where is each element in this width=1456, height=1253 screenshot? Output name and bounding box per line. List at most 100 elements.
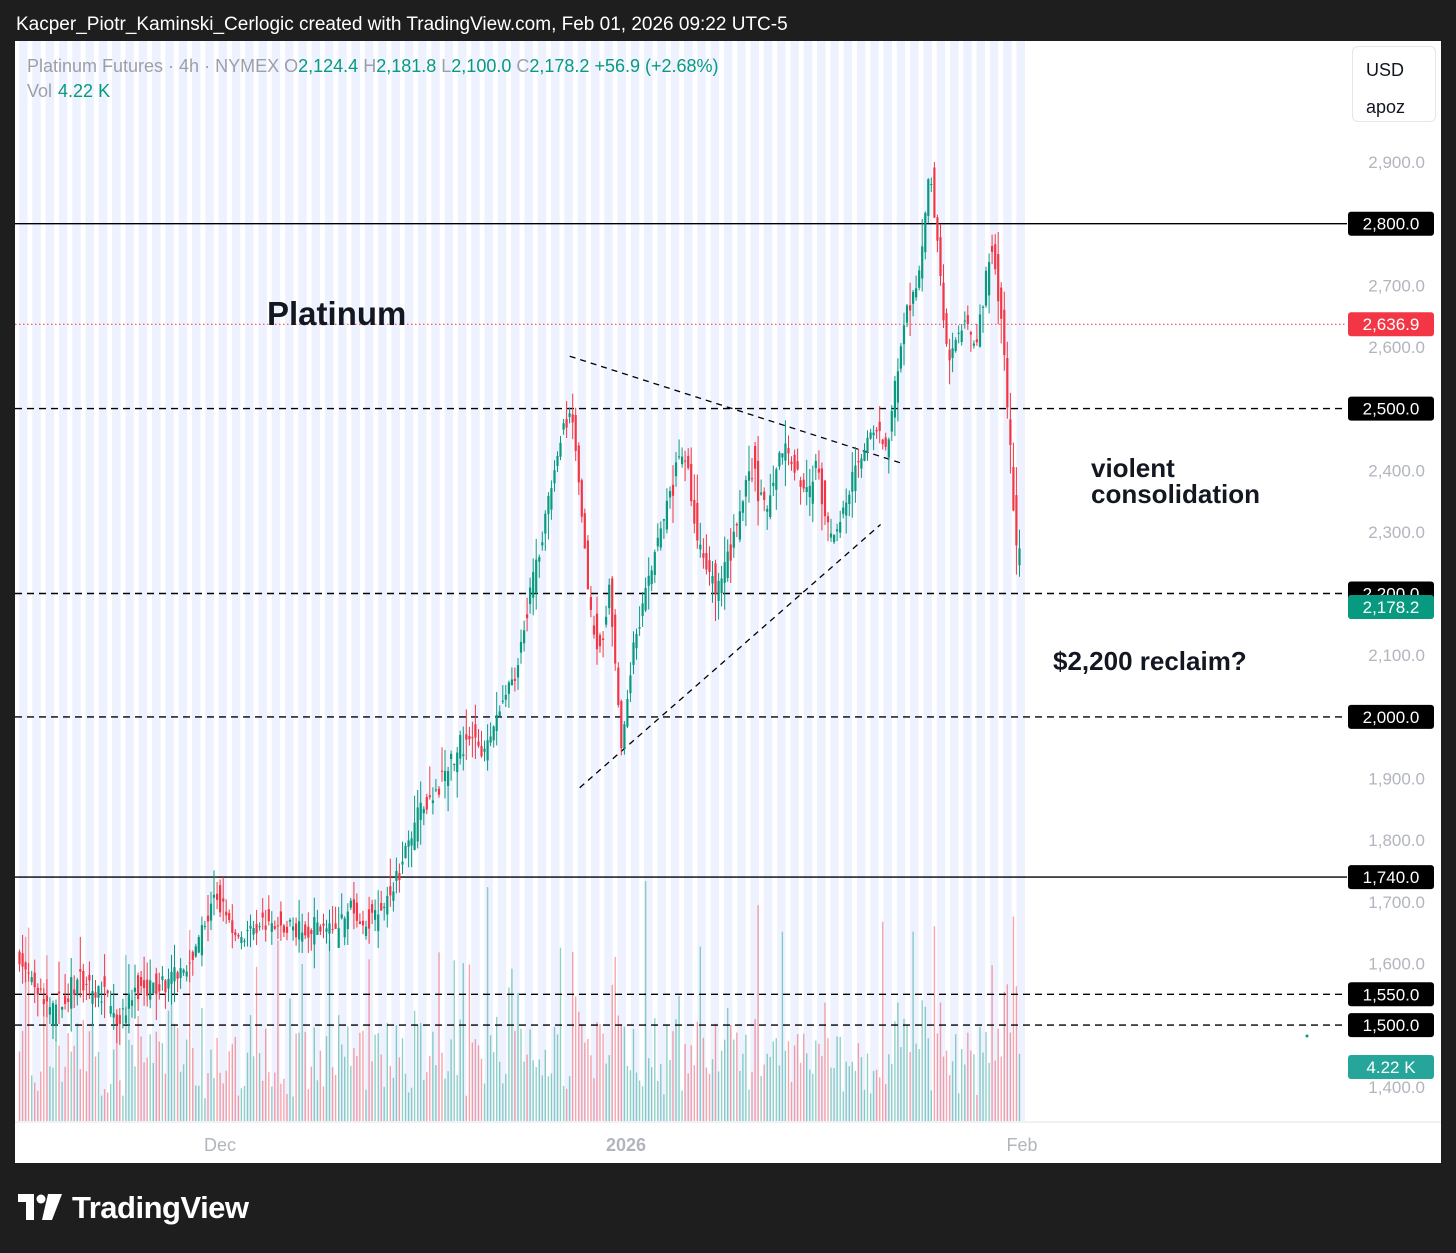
volume-bar bbox=[997, 1028, 999, 1121]
level-badge[interactable] bbox=[1348, 211, 1434, 236]
candle-body bbox=[109, 1006, 112, 1014]
candle-body bbox=[112, 1013, 115, 1018]
session-band bbox=[98, 41, 108, 1121]
volume-bar bbox=[46, 955, 48, 1121]
currency-box[interactable]: USD apoz bbox=[1352, 46, 1436, 122]
candle-body bbox=[535, 559, 538, 594]
volume-bar bbox=[222, 1083, 224, 1121]
candle-body bbox=[24, 962, 27, 970]
candle-body bbox=[1018, 548, 1021, 566]
candle-body bbox=[577, 445, 580, 483]
trendline[interactable] bbox=[579, 524, 882, 789]
candle-body bbox=[273, 926, 276, 929]
volume-bar bbox=[620, 1024, 622, 1121]
candle-body bbox=[823, 480, 827, 517]
price-chart[interactable]: 1,400.0 1,600.0 1,700.0 1,800.0 1,900.0 2,100… bbox=[15, 41, 1441, 1163]
volume-bar bbox=[769, 1057, 771, 1121]
candle-body bbox=[295, 923, 298, 938]
candle-body bbox=[501, 700, 504, 702]
level-badge[interactable] bbox=[1348, 312, 1434, 337]
volume-bar bbox=[24, 936, 27, 1121]
candle-body bbox=[653, 551, 656, 575]
scale-mode-label[interactable]: apoz bbox=[1366, 97, 1406, 117]
session-band bbox=[457, 41, 467, 1121]
volume-bar bbox=[851, 1061, 853, 1121]
candle-body bbox=[538, 557, 541, 562]
currency-label[interactable]: USD bbox=[1366, 60, 1405, 80]
candle-body bbox=[349, 900, 352, 908]
candle-body bbox=[413, 822, 416, 850]
volume-bar bbox=[64, 1066, 66, 1121]
volume-bar bbox=[994, 1060, 996, 1121]
volume-bar bbox=[836, 1036, 838, 1121]
chart-panel[interactable]: 1,400.0 1,600.0 1,700.0 1,800.0 1,900.0 2,100… bbox=[15, 41, 1441, 1163]
volume-bar bbox=[614, 957, 616, 1121]
candle-body bbox=[419, 802, 422, 820]
trendline[interactable] bbox=[569, 355, 901, 464]
volume-bar bbox=[754, 1018, 756, 1121]
volume-bar bbox=[651, 1067, 653, 1121]
session-band bbox=[324, 41, 334, 1121]
session-band bbox=[537, 41, 547, 1121]
candle-body bbox=[85, 984, 88, 985]
session-band bbox=[418, 41, 427, 1121]
volume-bar bbox=[167, 1010, 170, 1121]
candle-body bbox=[437, 788, 441, 795]
volume-bar bbox=[252, 1056, 255, 1121]
volume-bar bbox=[450, 1039, 452, 1121]
level-badge[interactable] bbox=[1348, 982, 1434, 1007]
ohlc-legend: Platinum Futures · 4h · NYMEX O2,124.4 H… bbox=[27, 56, 719, 77]
candle-body bbox=[76, 979, 79, 996]
volume-bar bbox=[283, 1078, 285, 1121]
candle-body bbox=[602, 638, 605, 640]
volume-bar bbox=[301, 963, 303, 1121]
candle-body bbox=[608, 584, 611, 608]
volume-bar bbox=[76, 1023, 78, 1121]
volume-bar bbox=[736, 1032, 738, 1121]
level-badge[interactable] bbox=[1348, 396, 1434, 421]
candle-body bbox=[97, 986, 100, 998]
level-badge[interactable] bbox=[1348, 704, 1434, 729]
volume-bar bbox=[134, 1066, 136, 1121]
volume-bar bbox=[334, 1074, 337, 1121]
volume-bar bbox=[623, 1026, 626, 1121]
candle-body bbox=[927, 179, 930, 216]
volume-bar bbox=[584, 1042, 586, 1121]
volume-bar bbox=[110, 1084, 112, 1121]
candle-body bbox=[565, 419, 568, 428]
volume-bar bbox=[502, 1083, 504, 1121]
candle-body bbox=[924, 213, 927, 253]
level-badge[interactable] bbox=[1348, 865, 1434, 890]
candle-body bbox=[386, 895, 389, 915]
volume-bar bbox=[21, 1030, 24, 1121]
volume-bar bbox=[602, 1033, 604, 1121]
marker-dot bbox=[1305, 1034, 1309, 1038]
volume-bar bbox=[936, 1033, 939, 1121]
level-badge-text: 1,500.0 bbox=[1363, 1016, 1420, 1035]
candle-body bbox=[474, 724, 477, 738]
candle-body bbox=[805, 487, 808, 492]
volume-bar bbox=[711, 1059, 714, 1121]
candle-body bbox=[234, 932, 237, 936]
candle-body bbox=[659, 528, 662, 548]
volume-bar bbox=[799, 1062, 802, 1121]
session-band bbox=[511, 41, 520, 1121]
y-tick-label: 1,400.0 bbox=[1368, 1078, 1425, 1097]
last-price-badge[interactable] bbox=[1348, 595, 1434, 619]
candle-body bbox=[115, 1014, 118, 1025]
candle-body bbox=[64, 995, 67, 1004]
candle-body bbox=[331, 929, 334, 930]
volume-bar bbox=[565, 1088, 568, 1121]
candle-body bbox=[161, 976, 164, 980]
candle-body bbox=[775, 469, 778, 490]
volume-bar bbox=[88, 1031, 91, 1121]
candle-body bbox=[684, 460, 687, 462]
candle-body bbox=[1006, 358, 1009, 408]
level-badge[interactable] bbox=[1348, 1013, 1434, 1038]
volume-bar bbox=[70, 1051, 72, 1121]
session-band bbox=[976, 41, 986, 1121]
volume-bar bbox=[234, 1037, 236, 1121]
candle-body bbox=[486, 740, 489, 761]
candle-body bbox=[930, 184, 933, 185]
volume-bar bbox=[596, 1022, 598, 1121]
